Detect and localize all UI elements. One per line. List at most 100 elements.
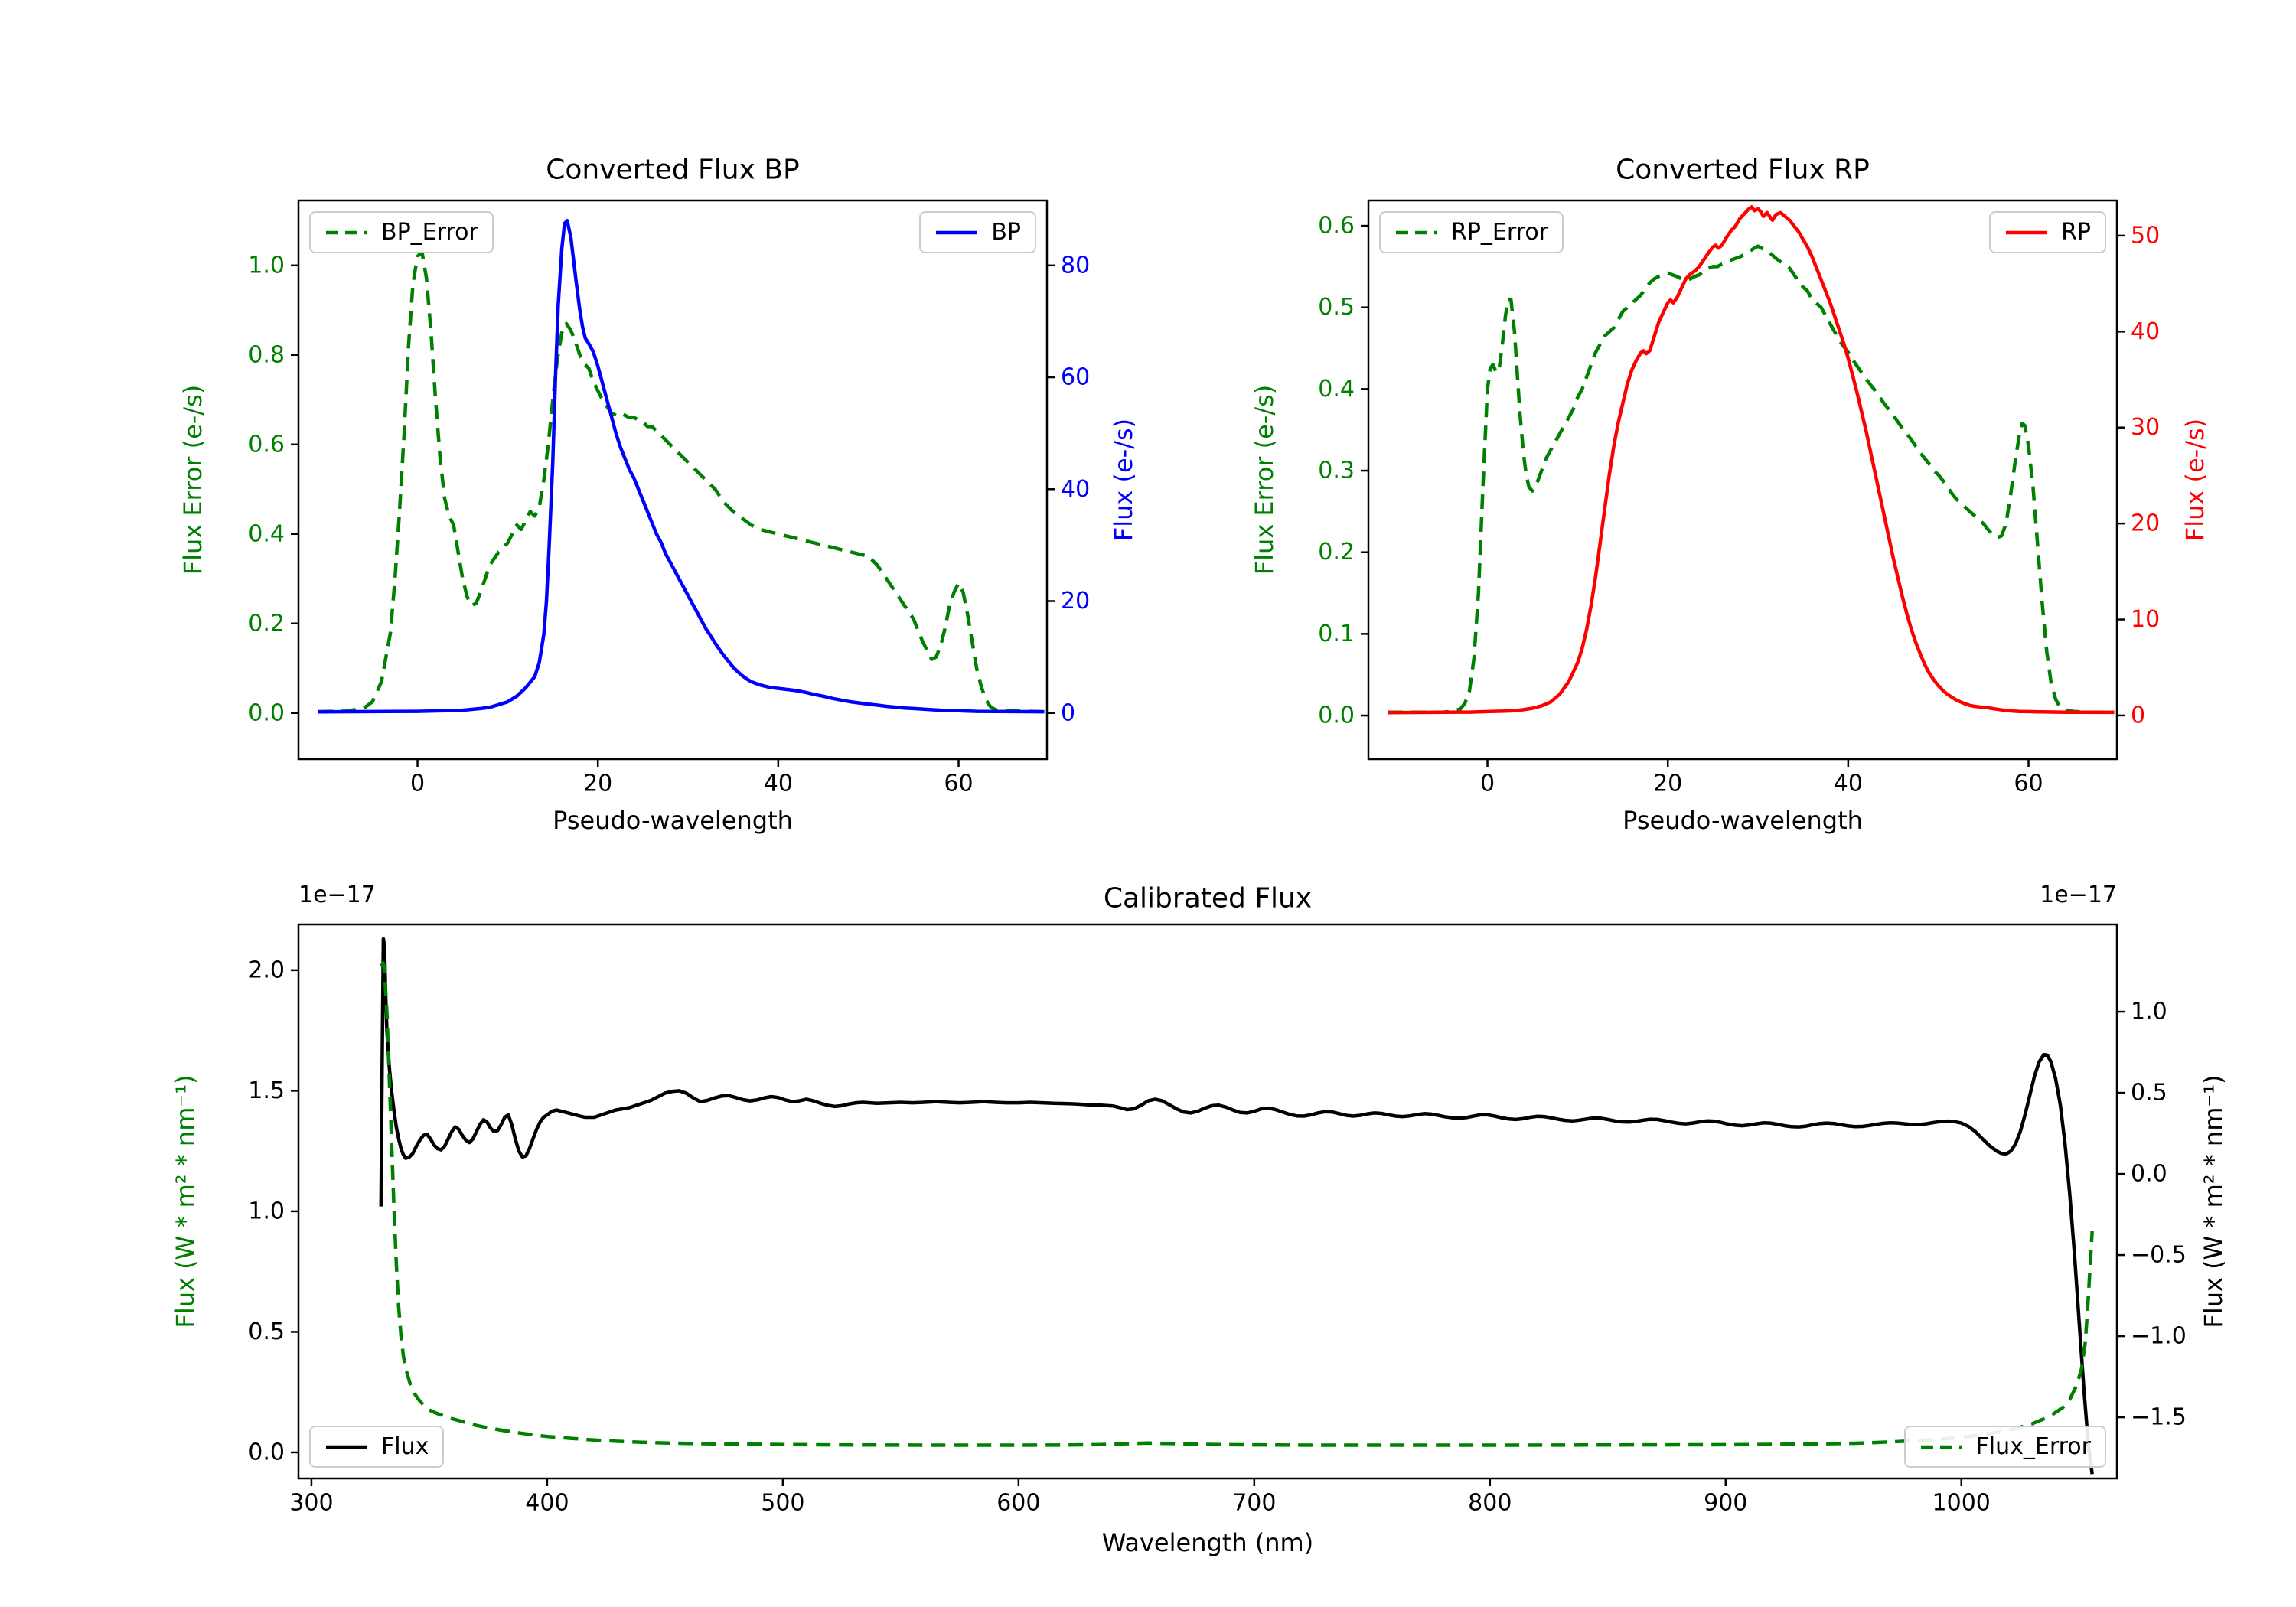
cal-line-flux <box>379 937 2094 1475</box>
svg-text:30: 30 <box>2131 414 2160 441</box>
svg-text:500: 500 <box>761 1490 804 1517</box>
bp-line-bp_error <box>318 250 1045 714</box>
rp-ylabel-left: Flux Error (e-/s) <box>1250 384 1279 575</box>
legend-line-sample <box>326 1445 367 1449</box>
svg-text:20: 20 <box>1061 588 1090 614</box>
cal-legend-flux: Flux <box>309 1426 445 1468</box>
bp-xlabel: Pseudo-wavelength <box>553 806 793 835</box>
rp-title: Converted Flux RP <box>1616 154 1870 186</box>
svg-text:60: 60 <box>2014 771 2043 797</box>
rp-legend-rp: RP <box>1989 211 2106 253</box>
svg-text:0.5: 0.5 <box>2131 1080 2167 1107</box>
calibrated-title: Calibrated Flux <box>1103 882 1313 914</box>
bp-legend-bp: BP <box>919 211 1036 253</box>
svg-text:0: 0 <box>1480 771 1495 797</box>
svg-text:0: 0 <box>410 771 425 797</box>
rp-axes-frame <box>1367 199 2118 761</box>
rp-line-rp <box>1388 205 2115 715</box>
calibrated-xlabel: Wavelength (nm) <box>1101 1528 1314 1557</box>
svg-text:20: 20 <box>583 771 612 797</box>
svg-text:0.2: 0.2 <box>248 610 285 637</box>
bp-ylabel-left: Flux Error (e-/s) <box>178 384 207 575</box>
svg-text:0.6: 0.6 <box>1318 213 1355 240</box>
bp-line-bp <box>318 219 1045 714</box>
legend-label: Flux <box>381 1433 429 1460</box>
rp-ylabel-right: Flux (e-/s) <box>2180 418 2210 542</box>
svg-text:60: 60 <box>944 771 973 797</box>
svg-text:40: 40 <box>764 771 793 797</box>
svg-text:0.0: 0.0 <box>248 699 285 726</box>
bp-legend-bp_error: BP_Error <box>309 211 494 253</box>
svg-text:0: 0 <box>1061 699 1075 726</box>
svg-text:−0.5: −0.5 <box>2131 1242 2187 1269</box>
svg-text:0.6: 0.6 <box>248 431 285 458</box>
legend-line-sample <box>326 230 367 234</box>
bp-ylabel-right: Flux (e-/s) <box>1109 418 1138 542</box>
svg-text:20: 20 <box>1653 771 1682 797</box>
svg-text:600: 600 <box>996 1490 1040 1517</box>
svg-text:0.2: 0.2 <box>1318 539 1355 566</box>
svg-text:400: 400 <box>525 1490 569 1517</box>
svg-text:0.8: 0.8 <box>248 341 285 368</box>
svg-text:1.0: 1.0 <box>248 1198 285 1224</box>
svg-text:0.0: 0.0 <box>248 1439 285 1465</box>
legend-line-sample <box>2006 230 2048 234</box>
cal-axes-frame <box>297 923 2118 1480</box>
svg-text:0.1: 0.1 <box>1318 621 1355 647</box>
svg-text:900: 900 <box>1704 1490 1747 1517</box>
cal-legend-flux_error: Flux_Error <box>1903 1426 2106 1468</box>
svg-text:40: 40 <box>1834 771 1863 797</box>
svg-text:0.5: 0.5 <box>1318 294 1355 321</box>
cal-line-flux_error <box>379 961 2094 1447</box>
svg-text:0.4: 0.4 <box>248 520 285 547</box>
svg-text:1000: 1000 <box>1932 1490 1991 1517</box>
cal-series <box>379 937 2094 1475</box>
rp-legend-rp_error: RP_Error <box>1379 211 1564 253</box>
bp-series <box>318 219 1045 714</box>
legend-label: RP_Error <box>1451 219 1549 246</box>
rp-series <box>1388 205 2115 715</box>
svg-text:50: 50 <box>2131 222 2160 249</box>
calibrated-ylabel-left: Flux (W * m² * nm⁻¹) <box>171 1074 200 1328</box>
rp-ticks: 0 20 40 60 0.0 0.1 0.2 0.3 0.4 0.5 0.6 0 10 20 30 40 50 <box>1318 213 2160 797</box>
legend-label: BP_Error <box>381 219 478 246</box>
svg-text:0: 0 <box>2131 702 2145 729</box>
legend-label: Flux_Error <box>1975 1433 2091 1460</box>
legend-line-sample <box>1920 1445 1962 1449</box>
legend-line-sample <box>936 230 978 234</box>
svg-text:10: 10 <box>2131 606 2160 633</box>
svg-text:2.0: 2.0 <box>248 957 285 983</box>
svg-text:−1.0: −1.0 <box>2131 1323 2187 1350</box>
bp-ticks: 0 20 40 60 0.0 0.2 0.4 0.6 0.8 1.0 0 20 40 60 80 <box>248 252 1090 797</box>
svg-text:80: 80 <box>1061 252 1090 279</box>
svg-text:20: 20 <box>2131 510 2160 537</box>
svg-text:0.5: 0.5 <box>248 1319 285 1345</box>
svg-text:0.3: 0.3 <box>1318 458 1355 484</box>
calibrated-ylabel-right: Flux (W * m² * nm⁻¹) <box>2199 1074 2228 1328</box>
svg-text:700: 700 <box>1232 1490 1276 1517</box>
bp-axes-frame <box>297 199 1049 761</box>
offset-text-left: 1e−17 <box>298 882 376 908</box>
svg-text:−1.5: −1.5 <box>2131 1404 2187 1431</box>
rp-xlabel: Pseudo-wavelength <box>1623 806 1863 835</box>
svg-text:0.0: 0.0 <box>2131 1161 2167 1188</box>
svg-text:40: 40 <box>2131 318 2160 345</box>
svg-text:40: 40 <box>1061 476 1090 503</box>
svg-text:0.4: 0.4 <box>1318 376 1355 403</box>
svg-text:300: 300 <box>289 1490 333 1517</box>
bp-title: Converted Flux BP <box>546 154 800 186</box>
svg-text:1.0: 1.0 <box>2131 999 2167 1025</box>
svg-text:1.5: 1.5 <box>248 1077 285 1104</box>
legend-label: BP <box>991 219 1021 246</box>
legend-label: RP <box>2061 219 2091 246</box>
cal-ticks: 300 400 500 600 700 800 900 1000 0.0 0.5 1.0 1.5 2.0… <box>248 957 2187 1516</box>
svg-text:60: 60 <box>1061 364 1090 391</box>
svg-text:1.0: 1.0 <box>248 252 285 279</box>
svg-text:800: 800 <box>1468 1490 1512 1517</box>
offset-text-right: 1e−17 <box>2040 882 2117 908</box>
rp-line-rp_error <box>1388 244 2115 715</box>
legend-line-sample <box>1396 230 1437 234</box>
svg-text:0.0: 0.0 <box>1318 702 1355 729</box>
